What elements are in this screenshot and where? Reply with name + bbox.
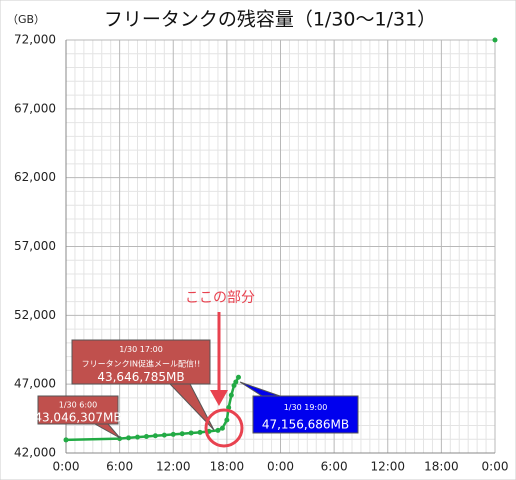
- x-tick-label: 18:00: [210, 460, 245, 474]
- x-tick-label: 12:00: [370, 460, 405, 474]
- callout-text: 43,046,307MB: [34, 411, 121, 425]
- data-point: [233, 379, 239, 385]
- x-tick-label: 18:00: [424, 460, 459, 474]
- chart-title: フリータンクの残容量（1/30〜1/31）: [104, 9, 436, 31]
- arrow-head: [210, 390, 228, 406]
- data-point: [152, 433, 158, 439]
- data-point: [197, 429, 203, 435]
- data-point: [161, 432, 167, 438]
- x-tick-label: 12:00: [156, 460, 191, 474]
- callout-text: 43,646,785MB: [97, 370, 184, 384]
- callout-text: 1/30 17:00: [119, 345, 163, 354]
- data-point: [215, 427, 221, 433]
- y-tick-label: 52,000: [14, 308, 56, 322]
- y-tick-label: 57,000: [14, 239, 56, 253]
- callout-text: 1/30 19:00: [284, 403, 328, 412]
- data-point: [235, 374, 241, 380]
- data-point: [143, 433, 149, 439]
- callout-box: [252, 395, 359, 434]
- x-tick-label: 6:00: [106, 460, 133, 474]
- callout-text: フリータンクIN促進メール配信!!: [82, 359, 201, 369]
- callout-box: [71, 339, 211, 385]
- x-tick-label: 0:00: [482, 460, 509, 474]
- x-tick-label: 0:00: [53, 460, 80, 474]
- x-tick-label: 6:00: [321, 460, 348, 474]
- x-tick-label: 0:00: [267, 460, 294, 474]
- data-point: [135, 434, 140, 440]
- callout-box: [37, 395, 119, 425]
- data-point: [126, 435, 132, 441]
- data-point: [179, 431, 185, 437]
- y-tick-label: 67,000: [14, 101, 56, 115]
- data-point: [224, 417, 230, 423]
- data-point: [228, 392, 234, 398]
- y-axis-label: （GB）: [7, 13, 45, 26]
- callout-text: 47,156,686MB: [262, 417, 349, 431]
- y-tick-label: 72,000: [14, 33, 56, 47]
- data-point: [63, 437, 69, 443]
- arrow-label: ここの部分: [185, 290, 255, 306]
- highlight-circle: [204, 408, 244, 448]
- callout-text: 1/30 6:00: [59, 401, 97, 410]
- y-tick-label: 47,000: [14, 377, 56, 391]
- data-point: [492, 37, 498, 43]
- data-point: [170, 431, 176, 437]
- data-point: [219, 425, 225, 431]
- data-point: [188, 430, 194, 436]
- y-tick-label: 62,000: [14, 170, 56, 184]
- y-tick-label: 42,000: [14, 446, 56, 460]
